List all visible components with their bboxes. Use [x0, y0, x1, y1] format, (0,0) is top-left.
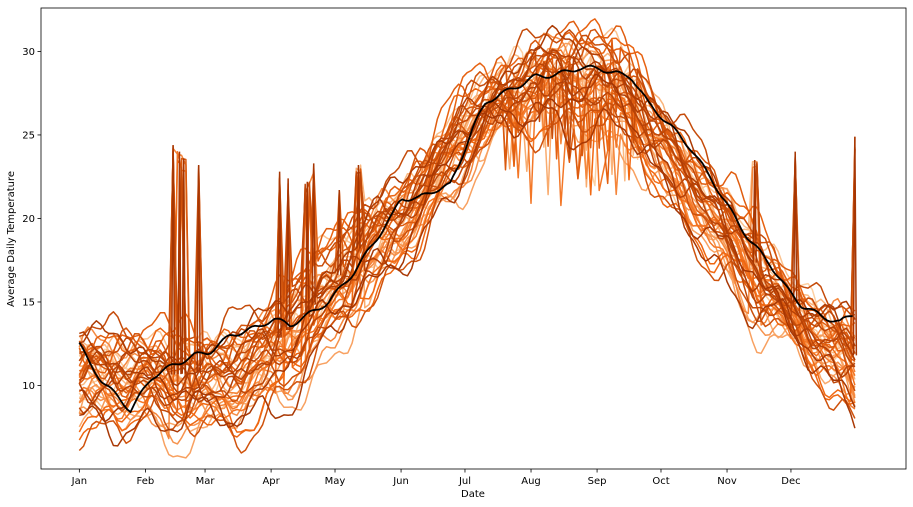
temperature-series-line — [78, 86, 856, 459]
y-axis-label: Average Daily Temperature — [6, 171, 17, 307]
series-layer — [78, 18, 858, 459]
temperature-series-line — [78, 56, 856, 415]
temperature-spike-9 — [356, 164, 361, 249]
temperature-series-line — [78, 63, 856, 407]
temperature-spike-0 — [170, 144, 176, 375]
temperature-spike-6 — [305, 181, 310, 312]
temperature-spike-1 — [177, 151, 182, 375]
temperature-series-line — [78, 38, 856, 383]
temperature-spike-5 — [285, 178, 291, 331]
temperature-series-line — [79, 73, 856, 428]
x-tick-label-aug: Aug — [521, 476, 541, 487]
temperature-spike-8 — [337, 190, 342, 276]
temperature-spike-3 — [196, 165, 201, 373]
highlight-series-line — [78, 64, 853, 414]
temperature-series-line — [79, 73, 856, 419]
temperature-series-line — [79, 24, 856, 387]
x-tick-label-jul: Jul — [458, 476, 471, 487]
y-tick-label-30: 30 — [22, 47, 35, 58]
temperature-spike-10 — [752, 159, 757, 263]
temperature-spike-4 — [277, 171, 282, 338]
x-tick-label-jan: Jan — [71, 476, 87, 487]
temperature-spike-12 — [852, 136, 858, 356]
plot-frame — [40, 7, 907, 470]
x-axis-label: Date — [461, 489, 485, 500]
temperature-series-line — [78, 54, 856, 388]
y-tick-label-20: 20 — [22, 214, 35, 225]
x-tick-label-apr: Apr — [262, 476, 280, 487]
x-tick-label-jun: Jun — [392, 476, 409, 487]
temperature-series-line — [79, 20, 856, 372]
x-axis: Jan Feb Mar Apr May Jun Jul Aug Sep Oct Nov Dec — [71, 469, 801, 487]
temperature-spike-11 — [792, 151, 798, 304]
x-tick-label-may: May — [325, 476, 346, 487]
temperature-series-line — [78, 34, 856, 365]
x-tick-label-mar: Mar — [196, 476, 216, 487]
temperature-series-line — [79, 100, 856, 447]
y-axis: 10 15 20 25 30 — [22, 47, 41, 392]
x-tick-label-dec: Dec — [781, 476, 800, 487]
x-tick-label-oct: Oct — [652, 476, 669, 487]
x-tick-label-feb: Feb — [137, 476, 155, 487]
temperature-spike-7 — [311, 163, 316, 305]
x-tick-label-sep: Sep — [588, 476, 607, 487]
x-tick-label-nov: Nov — [717, 476, 737, 487]
y-tick-label-10: 10 — [22, 381, 35, 392]
temperature-spike-2 — [181, 158, 186, 374]
highlight-layer — [78, 64, 853, 414]
y-tick-label-15: 15 — [22, 297, 35, 308]
temperature-series-line — [79, 28, 856, 380]
y-tick-label-25: 25 — [22, 130, 35, 141]
